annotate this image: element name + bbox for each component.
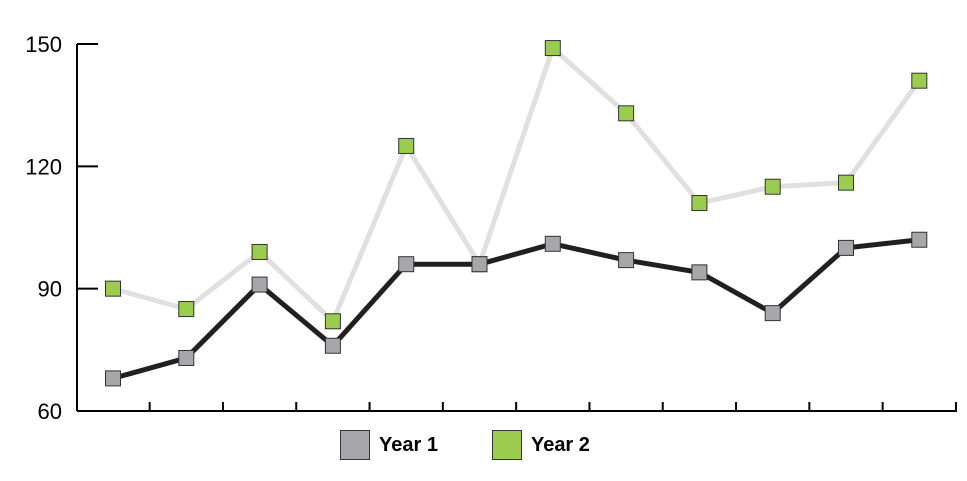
data-point-year-1 [178, 349, 195, 366]
y-tick-label: 150 [25, 32, 62, 57]
data-point-year-2 [544, 40, 561, 57]
data-point-year-1 [911, 231, 928, 248]
legend-label-year-1: Year 1 [379, 433, 438, 456]
axes [76, 44, 957, 412]
data-point-year-1 [618, 252, 635, 269]
data-point-year-2 [105, 280, 121, 297]
data-point-year-2 [251, 243, 268, 260]
data-point-year-2 [398, 137, 415, 154]
legend: Year 1 Year 2 [340, 430, 644, 460]
y-axis-ticks: 60 90 120 150 [25, 32, 98, 424]
y-tick-label: 60 [38, 399, 62, 424]
data-point-year-2 [691, 195, 708, 212]
series-year-1 [105, 231, 928, 387]
data-point-year-1 [691, 264, 708, 281]
legend-swatch-year-1 [340, 430, 370, 460]
y-tick-label: 90 [38, 277, 62, 302]
data-point-year-1 [398, 256, 415, 273]
data-point-year-1 [471, 256, 488, 273]
y-tick-label: 120 [25, 154, 62, 179]
data-point-year-1 [544, 235, 561, 252]
data-point-year-2 [764, 178, 781, 195]
data-point-year-1 [764, 305, 781, 322]
legend-item-year-2: Year 2 [491, 430, 590, 460]
data-point-year-1 [105, 370, 121, 387]
data-point-year-2 [324, 313, 341, 330]
data-point-year-2 [838, 174, 854, 191]
legend-swatch-year-2 [491, 430, 522, 460]
data-point-year-1 [324, 337, 341, 354]
series-layer [105, 40, 928, 387]
data-point-year-2 [178, 301, 195, 318]
data-point-year-2 [911, 72, 928, 89]
legend-item-year-1: Year 1 [340, 430, 438, 460]
data-point-year-1 [838, 239, 854, 256]
series-year-2 [105, 40, 928, 330]
series-line-year-1 [112, 237, 920, 381]
data-point-year-2 [618, 105, 635, 122]
data-point-year-1 [251, 276, 268, 293]
legend-label-year-2: Year 2 [530, 433, 590, 456]
series-line-year-2 [112, 43, 922, 326]
x-axis-ticks [148, 402, 957, 411]
